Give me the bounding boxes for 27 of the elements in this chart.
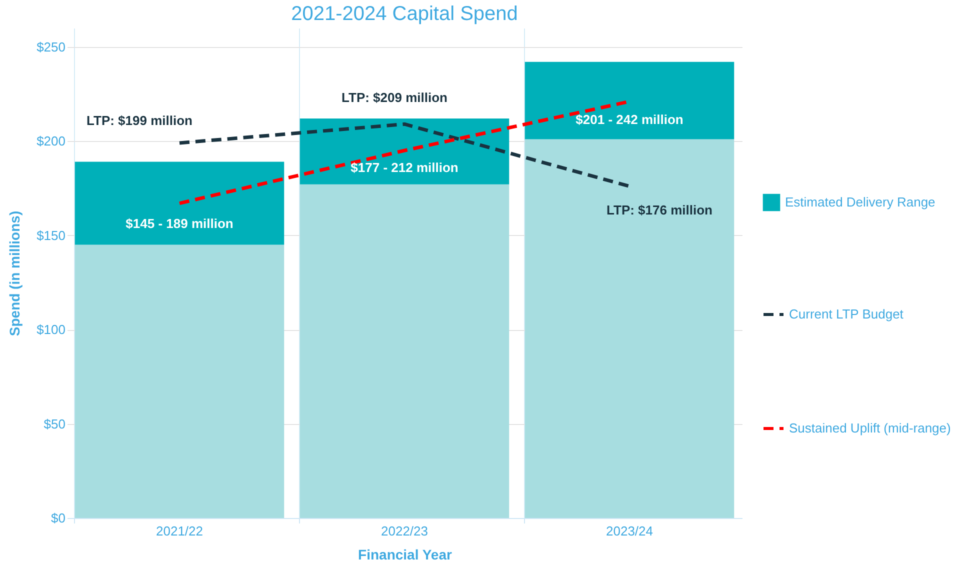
bar (300, 184, 510, 518)
annotation: $177 - 212 million (350, 160, 458, 175)
y-tick-label: $100 (36, 322, 66, 338)
legend-label: Current LTP Budget (789, 306, 904, 322)
y-tick-label: $0 (51, 510, 66, 526)
annotation: $201 - 242 million (576, 112, 684, 127)
x-tick-label: 2021/22 (156, 524, 203, 538)
annotation: LTP: $176 million (606, 202, 713, 218)
y-tick-label: $50 (44, 416, 66, 432)
chart-title: 2021-2024 Capital Spend (291, 3, 518, 25)
y-tick-label: $200 (36, 134, 66, 149)
y-tick-label: $150 (36, 228, 66, 243)
bar (74, 244, 284, 518)
bar (74, 162, 284, 245)
legend-label: Estimated Delivery Range (785, 194, 936, 210)
annotation: LTP: $209 million (342, 90, 448, 106)
bar (524, 62, 734, 140)
bar (524, 139, 734, 518)
x-axis-title: Financial Year (358, 546, 453, 562)
x-tick-label: 2022/23 (381, 524, 428, 538)
annotation: LTP: $199 million (86, 112, 193, 128)
legend-label: Sustained Uplift (mid-range) (789, 420, 951, 436)
annotation: $145 - 189 million (126, 216, 234, 231)
y-axis-title: Spend (in millions) (6, 210, 23, 336)
x-tick-label: 2023/24 (606, 524, 653, 538)
bar (300, 118, 510, 184)
y-tick-label: $250 (36, 39, 66, 54)
